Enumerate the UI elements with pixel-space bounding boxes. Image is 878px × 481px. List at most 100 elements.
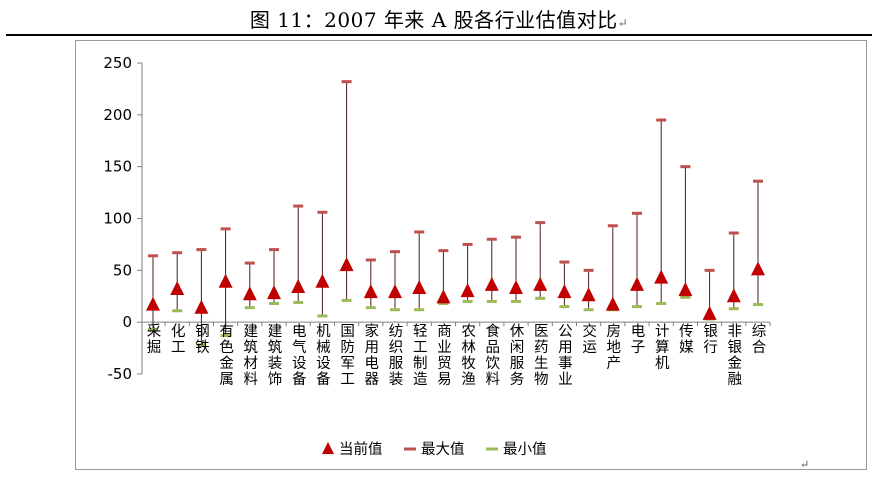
max-marker [269, 248, 279, 252]
min-marker [317, 314, 328, 318]
category-label: 公用事业 [558, 324, 573, 388]
current-marker [412, 279, 427, 294]
min-marker [559, 305, 570, 309]
current-marker [170, 281, 185, 296]
category-label: 化工 [171, 323, 186, 356]
legend-label: 最小值 [503, 441, 547, 458]
min-marker [753, 303, 763, 307]
paragraph-mark: ↵ [617, 16, 629, 30]
legend-label: 当前值 [339, 441, 383, 458]
y-tick-label: 200 [103, 106, 132, 124]
min-marker [172, 309, 183, 313]
category-label: 农林牧渔 [461, 323, 476, 388]
max-marker [244, 261, 255, 265]
max-marker [196, 248, 207, 252]
current-marker [291, 278, 306, 293]
min-marker [535, 296, 546, 300]
legend-label: 最大值 [421, 441, 465, 458]
current-marker [702, 305, 717, 320]
min-marker [341, 298, 352, 302]
max-marker [172, 251, 183, 255]
min-marker [244, 306, 255, 310]
category-label: 国防军工 [340, 324, 355, 388]
axis-layer: -50 0 50 100 150 200 250 [103, 54, 771, 383]
category-label: 电气设备 [292, 323, 307, 388]
category-label: 银行 [703, 323, 718, 356]
category-label: 房地产 [607, 323, 622, 372]
category-label: 计算机 [655, 323, 670, 372]
min-marker [293, 300, 304, 304]
min-marker [414, 308, 425, 312]
min-marker [390, 308, 400, 312]
category-label: 有色金属 [219, 323, 234, 388]
max-marker [535, 221, 546, 225]
current-marker [630, 276, 644, 291]
current-marker [460, 283, 475, 298]
label-layer: 采掘化工钢铁有色金属建筑材料建筑装饰电气设备机械设备国防军工家用电器纺织服装轻工… [147, 322, 767, 388]
current-marker [436, 289, 451, 304]
max-marker [414, 230, 425, 234]
y-tick-label: 0 [122, 313, 132, 331]
current-marker [605, 296, 620, 311]
min-marker [462, 299, 473, 303]
max-marker [559, 260, 570, 264]
title-rule [6, 34, 872, 36]
min-marker [486, 299, 497, 303]
y-tick-label: 150 [103, 158, 132, 176]
current-marker [484, 276, 499, 291]
category-label: 电子 [631, 323, 646, 356]
max-marker [511, 235, 521, 239]
min-marker [196, 343, 207, 347]
current-marker [194, 299, 209, 314]
category-label: 食品饮料 [486, 323, 501, 388]
max-marker [341, 80, 352, 84]
max-marker [753, 179, 763, 183]
min-marker [656, 302, 667, 306]
y-tick-label: 250 [103, 54, 132, 72]
current-marker [678, 282, 693, 297]
current-marker [557, 284, 572, 299]
max-marker [583, 268, 594, 272]
y-tick-label: -50 [108, 365, 133, 383]
max-marker [704, 268, 715, 272]
min-marker [438, 302, 449, 306]
max-marker [656, 118, 667, 122]
current-marker [751, 261, 765, 276]
min-marker [511, 299, 521, 303]
current-marker [315, 273, 330, 288]
min-marker [583, 308, 594, 312]
y-tick-label: 50 [113, 261, 132, 279]
max-marker [462, 242, 473, 246]
category-label: 机械设备 [316, 323, 331, 388]
min-marker [680, 295, 691, 299]
min-marker [365, 306, 376, 310]
max-marker [728, 231, 739, 235]
title-text: 图 11：2007 年来 A 股各行业估值对比 [249, 8, 618, 32]
max-marker [365, 258, 376, 262]
category-label: 医药生物 [534, 324, 549, 388]
category-label: 建筑装饰 [268, 323, 283, 388]
current-marker [581, 287, 596, 302]
max-marker [607, 224, 618, 228]
category-label: 钢铁 [195, 323, 210, 356]
category-label: 传媒 [679, 323, 694, 356]
max-marker [390, 250, 400, 254]
category-label: 采掘 [147, 323, 162, 356]
category-label: 非银金融 [728, 323, 743, 388]
chart-frame [75, 40, 867, 470]
current-marker [339, 257, 354, 272]
current-marker [388, 284, 402, 299]
current-marker [146, 296, 160, 311]
category-label: 综合 [752, 323, 767, 356]
legend: 当前值 最大值 最小值 [322, 441, 547, 458]
current-marker [533, 276, 548, 291]
current-marker [654, 269, 669, 284]
max-marker [317, 210, 328, 214]
current-marker [363, 284, 378, 299]
category-label: 商业贸易 [437, 323, 452, 388]
legend-current-marker [322, 442, 334, 454]
current-marker [218, 273, 233, 288]
min-marker [220, 334, 231, 338]
category-label: 交运 [582, 322, 597, 356]
mark-layer [146, 80, 765, 347]
